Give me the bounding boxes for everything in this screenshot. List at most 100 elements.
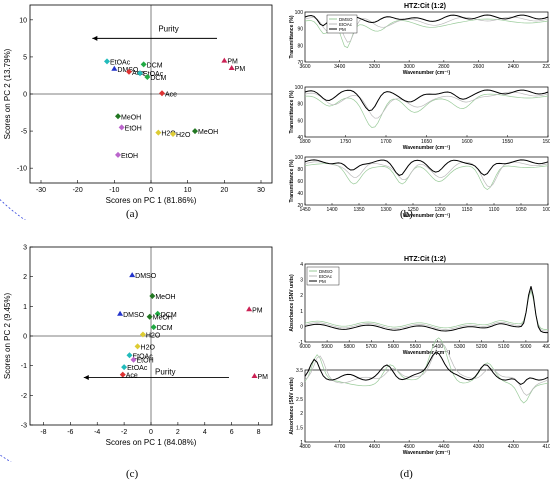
data-point <box>140 61 147 68</box>
x-tick-label: 2400 <box>508 64 519 70</box>
purity-arrowhead <box>83 375 89 381</box>
caption-c: (c) <box>126 468 139 480</box>
spectrum-xlabel: Wavenumber (cm⁻¹) <box>403 350 451 356</box>
point-label: H2O <box>146 333 161 340</box>
series-line-pm <box>304 159 549 176</box>
y-tick-label: 1 <box>300 309 303 315</box>
spectrum-ylabel: Transmittance (%) <box>289 90 295 133</box>
data-point <box>115 113 121 120</box>
point-label: EtOAc <box>110 59 131 66</box>
point-label: MeOH <box>155 294 175 301</box>
data-point <box>118 124 125 131</box>
point-label: EtOH <box>121 153 138 160</box>
spectrum-ylabel: Transmittance (%) <box>289 15 295 58</box>
y-tick-label: -5 <box>21 129 27 136</box>
data-point <box>246 306 253 312</box>
series-line-etoac <box>304 16 549 43</box>
y-tick-label: 1 <box>300 440 303 446</box>
x-tick-label: -30 <box>36 187 46 194</box>
x-tick-label: 30 <box>257 187 265 194</box>
point-label: Ace <box>126 373 138 380</box>
y-tick-label: 100 <box>295 155 304 161</box>
spectrum-ylabel: Absorbance (SNV units) <box>289 377 295 435</box>
caption-b: (b) <box>400 208 413 220</box>
data-point <box>144 73 151 80</box>
legend-entry: EtOAc <box>319 274 333 279</box>
point-label: DMSO <box>123 312 145 319</box>
x-tick-label: 10 <box>184 187 192 194</box>
y-tick-label: 80 <box>297 43 303 49</box>
caption-d: (d) <box>400 468 413 480</box>
spectrum-area <box>304 86 549 138</box>
legend-entry: DMSO <box>339 17 353 22</box>
x-tick-label: -4 <box>94 429 100 436</box>
series-line-pm <box>304 89 549 112</box>
title-d: HTZ:Cit (1:2) <box>404 256 446 263</box>
point-label: EtOAc <box>127 365 148 372</box>
spectrum-xlabel: Wavenumber (cm⁻¹) <box>403 145 451 151</box>
data-point <box>228 65 235 71</box>
x-tick-label: 1650 <box>421 139 432 145</box>
data-point <box>137 70 143 77</box>
x-tick-label: 1150 <box>462 207 473 213</box>
y-tick-label: 70 <box>297 60 303 66</box>
x-tick-label: 4400 <box>438 444 449 450</box>
xlabel-c: Scores on PC 1 (84.08%) <box>106 438 197 447</box>
y-tick-label: 20 <box>297 203 303 209</box>
x-tick-label: 8 <box>257 429 261 436</box>
data-point <box>130 356 137 363</box>
y-tick-label: 10 <box>19 17 27 24</box>
x-tick-label: 3200 <box>369 64 380 70</box>
title-b: HTZ:Cit (1:2) <box>404 3 446 10</box>
y-tick-label: 1.5 <box>296 426 303 432</box>
y-tick-label: 40 <box>297 191 303 197</box>
ylabel-a: Scores on PC 2 (13.79%) <box>3 48 12 139</box>
series-line-dmso <box>304 18 549 49</box>
legend-entry: PM <box>339 27 346 32</box>
x-tick-label: -2 <box>121 429 127 436</box>
y-tick-label: 90 <box>297 27 303 33</box>
point-label: DMSO <box>135 273 157 280</box>
x-tick-label: 1400 <box>326 207 337 213</box>
y-tick-label: 0 <box>23 334 27 341</box>
caption-a: (a) <box>126 208 139 220</box>
data-point <box>104 58 110 65</box>
x-tick-label: 5800 <box>344 344 355 350</box>
x-tick-label: -20 <box>73 187 83 194</box>
x-tick-label: 5200 <box>476 344 487 350</box>
point-label: EtOH <box>125 125 142 132</box>
data-point <box>139 331 146 338</box>
data-point <box>159 90 165 97</box>
legend-entry: EtOAc <box>339 22 353 27</box>
x-tick-label: -8 <box>40 429 46 436</box>
y-tick-label: 100 <box>295 10 304 16</box>
point-label: MeOH <box>121 114 141 121</box>
series-line-etoac <box>304 287 549 332</box>
y-tick-label: 80 <box>297 167 303 173</box>
spectrum-area <box>304 263 549 343</box>
data-point <box>134 343 141 350</box>
x-tick-label: 6 <box>230 429 234 436</box>
point-label: H2O <box>161 131 176 138</box>
x-tick-label: 1700 <box>380 139 391 145</box>
x-tick-label: 4300 <box>473 444 484 450</box>
y-tick-label: -10 <box>17 166 27 173</box>
x-tick-label: 1000 <box>542 207 550 213</box>
y-tick-label: 80 <box>297 102 303 108</box>
y-tick-label: 2 <box>23 274 27 281</box>
point-label: DCM <box>161 312 177 319</box>
x-tick-label: 1450 <box>299 207 310 213</box>
point-label: DCM <box>150 75 166 82</box>
data-point <box>121 364 128 371</box>
x-tick-label: 1350 <box>353 207 364 213</box>
spectrum-xlabel: Wavenumber (cm⁻¹) <box>403 213 451 219</box>
y-tick-label: 3 <box>300 278 303 284</box>
y-tick-label: 3.5 <box>296 368 303 374</box>
x-tick-label: 4100 <box>542 444 550 450</box>
x-tick-label: 3600 <box>299 64 310 70</box>
y-tick-label: -2 <box>21 393 27 400</box>
point-label: PM <box>227 59 238 66</box>
series-line-etoac <box>304 91 549 119</box>
